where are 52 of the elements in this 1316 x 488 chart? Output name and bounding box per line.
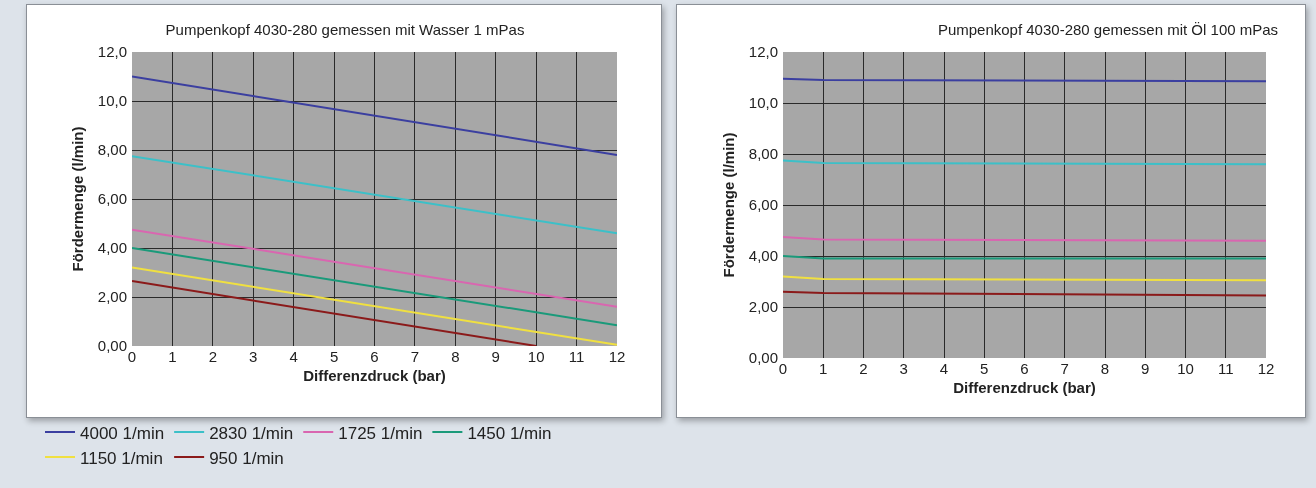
x-tick-label: 8 xyxy=(1100,360,1110,377)
x-tick-label: 6 xyxy=(370,348,379,365)
x-tick-label: 11 xyxy=(568,348,585,365)
x-tick-label: 3 xyxy=(899,360,908,377)
x-axis-title: Differenzdruck (bar) xyxy=(953,379,1096,396)
y-tick-label: 10,0 xyxy=(97,92,127,110)
legend-label: 1150 1/min xyxy=(80,448,163,468)
x-axis-title: Differenzdruck (bar) xyxy=(303,367,446,384)
y-tick-label: 0,00 xyxy=(748,349,778,367)
y-tick-label: 10,0 xyxy=(748,94,778,112)
x-tick-label: 11 xyxy=(1217,360,1234,377)
x-tick-label: 9 xyxy=(491,348,500,365)
x-tick-label: 10 xyxy=(527,348,545,365)
y-tick-label: 2,00 xyxy=(748,298,778,316)
legend-label: 2830 1/min xyxy=(209,423,294,443)
x-tick-label: 9 xyxy=(1141,360,1150,377)
legend-label: 950 1/min xyxy=(209,448,284,468)
y-tick-label: 8,00 xyxy=(748,145,778,163)
x-tick-label: 4 xyxy=(939,360,949,377)
chart-title: Pumpenkopf 4030-280 gemessen mit Wasser 1 mPas xyxy=(165,21,525,39)
y-tick-label: 12,0 xyxy=(748,43,778,61)
x-tick-label: 12 xyxy=(608,348,626,365)
x-tick-label: 0 xyxy=(778,360,788,377)
y-tick-label: 0,00 xyxy=(97,337,127,355)
x-tick-label: 12 xyxy=(1257,360,1275,377)
x-tick-label: 4 xyxy=(289,348,298,365)
x-tick-label: 1 xyxy=(168,348,177,365)
x-tick-label: 5 xyxy=(329,348,339,365)
y-tick-label: 2,00 xyxy=(97,288,127,306)
x-tick-label: 2 xyxy=(208,348,217,365)
y-tick-label: 6,00 xyxy=(97,190,127,208)
x-tick-label: 1 xyxy=(819,360,828,377)
legend-label: 1725 1/min xyxy=(338,423,423,443)
x-tick-label: 7 xyxy=(1060,360,1069,377)
y-tick-label: 12,0 xyxy=(97,43,127,61)
x-tick-label: 3 xyxy=(249,348,258,365)
x-tick-label: 8 xyxy=(451,348,460,365)
chart-title: Pumpenkopf 4030-280 gemessen mit Öl 100 mPas xyxy=(937,21,1279,39)
y-tick-label: 4,00 xyxy=(97,239,127,257)
y-tick-label: 4,00 xyxy=(748,247,778,265)
legend-label: 4000 1/min xyxy=(80,423,165,443)
y-axis-title: Fördermenge (l/min) xyxy=(720,132,738,278)
x-tick-label: 5 xyxy=(980,360,989,377)
x-tick-label: 10 xyxy=(1177,360,1194,377)
x-tick-label: 7 xyxy=(410,348,420,365)
y-tick-label: 6,00 xyxy=(748,196,778,214)
x-tick-label: 6 xyxy=(1020,360,1029,377)
legend-label: 1450 1/min xyxy=(467,423,552,443)
y-tick-label: 8,00 xyxy=(97,141,127,159)
y-axis-title: Fördermenge (l/min) xyxy=(69,126,87,272)
x-tick-label: 0 xyxy=(127,348,137,365)
x-tick-label: 2 xyxy=(859,360,868,377)
